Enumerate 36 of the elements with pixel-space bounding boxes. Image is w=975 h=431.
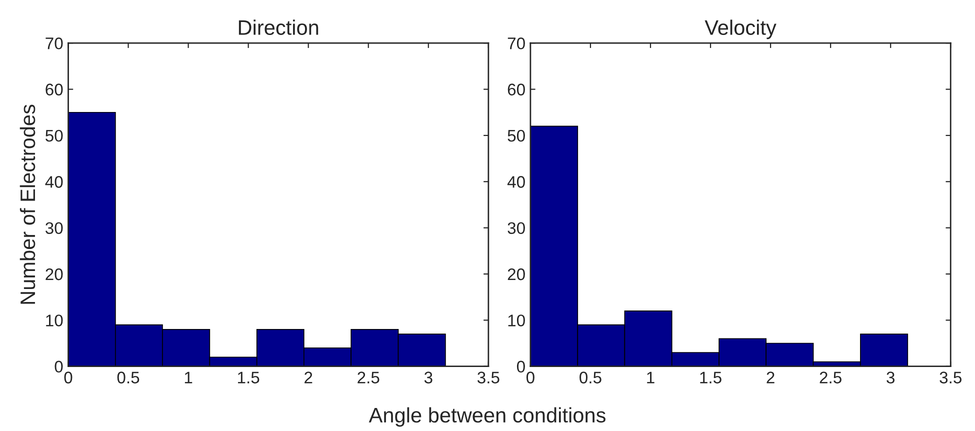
x-tick-label: 1 [647,372,654,384]
x-tick-label: 0 [64,372,72,384]
x-tick-label: 2.5 [820,372,842,384]
y-tick-label: 10 [46,314,63,326]
x-tick-label: 3.5 [477,372,500,384]
y-tick-label: 30 [45,222,63,234]
x-tick-label: 2 [304,372,312,384]
y-tick-label: 20 [508,268,525,280]
x-tick-label: 1.5 [700,372,722,384]
x-tick-label: 0 [526,372,534,384]
y-tick-label: 50 [46,130,63,142]
x-tick-label: 0.5 [580,372,602,384]
x-tick-label: 0.5 [117,372,140,384]
y-tick-label: 0 [54,360,63,373]
y-axis-title: Number of Electrodes [20,104,36,304]
y-tick-label: 40 [45,176,63,188]
y-tick-label: 40 [507,176,525,188]
y-tick-label: 60 [508,84,525,96]
x-axis-title: Angle between conditions [368,407,606,427]
y-tick-label: 20 [46,268,63,280]
x-tick-label: 2.5 [358,372,380,384]
x-tick-label: 3 [886,372,894,384]
x-tick-label: 3.5 [940,372,962,384]
y-tick-label: 10 [508,314,525,326]
y-tick-label: 70 [46,38,63,50]
x-tick-label: 1 [184,372,192,384]
x-tick-label: 1.5 [238,372,260,384]
y-tick-label: 0 [516,360,525,373]
chart-title: Velocity [704,20,776,40]
y-tick-label: 60 [46,84,63,96]
x-tick-label: 2 [766,372,774,384]
y-tick-label: 50 [508,130,525,142]
y-tick-label: 30 [508,222,525,234]
y-tick-label: 70 [508,38,525,50]
chart-title: Direction [238,20,318,35]
x-tick-label: 3 [424,372,432,384]
